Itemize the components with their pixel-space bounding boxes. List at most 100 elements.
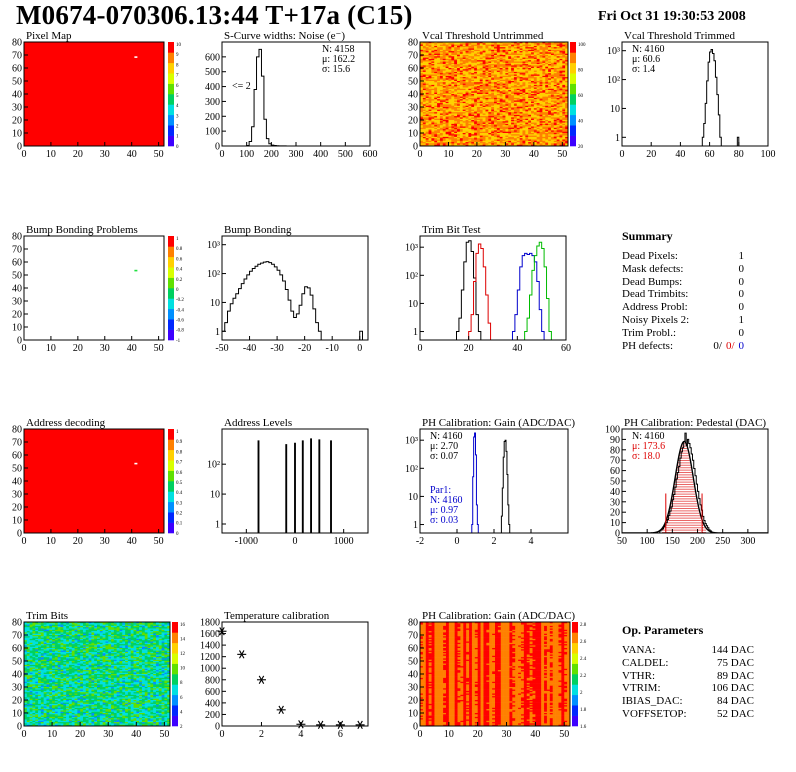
heatmap-cell bbox=[562, 122, 566, 125]
heatmap-cell bbox=[468, 131, 472, 134]
heatmap-cell bbox=[548, 69, 552, 71]
heatmap-cell bbox=[80, 622, 84, 624]
heatmap-cell bbox=[485, 83, 489, 86]
heatmap-cell bbox=[488, 107, 492, 109]
heatmap-cell bbox=[502, 136, 506, 139]
heatmap-cell bbox=[105, 624, 109, 627]
heatmap-cell bbox=[528, 77, 532, 79]
x-tick-label: 150 bbox=[665, 536, 680, 547]
heatmap-cell bbox=[548, 138, 552, 140]
heatmap-cell bbox=[454, 87, 458, 90]
heatmap-cell bbox=[445, 99, 449, 101]
heatmap-cell bbox=[465, 55, 469, 57]
heatmap-cell bbox=[479, 55, 483, 57]
heatmap-cell bbox=[437, 125, 441, 127]
heatmap-cell bbox=[422, 71, 426, 74]
heatmap-cell bbox=[556, 123, 560, 126]
heatmap-cell bbox=[476, 107, 481, 109]
heatmap-cell bbox=[516, 117, 520, 119]
heatmap-cell bbox=[545, 123, 549, 126]
heatmap-cell bbox=[496, 81, 500, 83]
heatmap-cell bbox=[485, 136, 489, 139]
heatmap-cell bbox=[533, 79, 537, 82]
heatmap-cell bbox=[420, 107, 424, 109]
heatmap-cell bbox=[422, 49, 426, 52]
heatmap-cell bbox=[550, 113, 555, 116]
heatmap-cell bbox=[559, 108, 563, 110]
heatmap-cell bbox=[505, 58, 509, 61]
heatmap-cell bbox=[445, 114, 449, 117]
heatmap-cell bbox=[439, 107, 444, 109]
heatmap-cell bbox=[462, 97, 466, 100]
heatmap-cell bbox=[425, 42, 429, 44]
heatmap-cell bbox=[505, 136, 509, 139]
colorbar-segment bbox=[168, 73, 174, 84]
heatmap-cell bbox=[465, 74, 469, 77]
heatmap-cell bbox=[454, 134, 458, 136]
heatmap-cell bbox=[422, 65, 426, 67]
heatmap-cell bbox=[513, 90, 518, 92]
heatmap-cell bbox=[46, 622, 50, 624]
heatmap-cell bbox=[559, 114, 563, 117]
heatmap-cell bbox=[485, 81, 489, 83]
heatmap-cell bbox=[531, 131, 535, 134]
heatmap-cell bbox=[420, 87, 424, 90]
heatmap-cell bbox=[511, 96, 515, 99]
heatmap-cell bbox=[454, 143, 458, 145]
heatmap-cell bbox=[476, 84, 481, 87]
heatmap-cell bbox=[147, 624, 151, 627]
heatmap-cell bbox=[496, 125, 500, 127]
heatmap-cell bbox=[482, 83, 486, 86]
heatmap-cell bbox=[508, 78, 512, 80]
heatmap-cell bbox=[519, 60, 523, 62]
heatmap-cell bbox=[139, 624, 143, 627]
colorbar-tick-label: 0.8 bbox=[176, 247, 183, 252]
heatmap-cell bbox=[562, 56, 566, 58]
x-tick-label: 0 bbox=[220, 149, 225, 160]
heatmap-cell bbox=[502, 108, 506, 110]
heatmap-cell bbox=[457, 73, 461, 75]
heatmap-cell bbox=[462, 79, 466, 82]
heatmap-cell bbox=[519, 112, 523, 114]
heatmap-cell bbox=[565, 47, 569, 49]
heatmap-cell bbox=[437, 78, 441, 80]
heatmap-cell bbox=[565, 73, 569, 75]
heatmap-cell bbox=[437, 101, 441, 104]
heatmap-cell bbox=[505, 104, 509, 106]
heatmap-cell bbox=[550, 99, 555, 101]
heatmap-cell bbox=[528, 62, 532, 65]
panel-title: Bump Bonding bbox=[224, 224, 292, 236]
heatmap-cell bbox=[442, 49, 446, 52]
heatmap-cell bbox=[422, 101, 426, 104]
heatmap-cell bbox=[127, 624, 131, 627]
heatmap-cell bbox=[468, 91, 472, 93]
heatmap-cell bbox=[468, 43, 472, 45]
heatmap-cell bbox=[542, 73, 546, 75]
heatmap-cell bbox=[476, 135, 481, 138]
heatmap-cell bbox=[431, 77, 435, 79]
heatmap-cell bbox=[425, 88, 429, 91]
heatmap-cell bbox=[516, 99, 520, 101]
heatmap-cell bbox=[82, 624, 87, 627]
heatmap-cell bbox=[437, 121, 441, 123]
heatmap-cell bbox=[445, 112, 449, 114]
heatmap-cell bbox=[448, 88, 452, 91]
heatmap-cell bbox=[442, 122, 446, 125]
heatmap-cell bbox=[434, 120, 438, 122]
heatmap-cell bbox=[525, 78, 529, 80]
heatmap-cell bbox=[457, 140, 461, 143]
heatmap-cell bbox=[565, 95, 569, 97]
heatmap-cell bbox=[513, 47, 518, 49]
heatmap-cell bbox=[548, 94, 552, 96]
heatmap-cell bbox=[539, 112, 543, 114]
heatmap-cell bbox=[536, 84, 540, 87]
heatmap-cell bbox=[439, 48, 444, 51]
heatmap-cell bbox=[499, 70, 503, 73]
heatmap-cell bbox=[548, 91, 552, 93]
stat-line: σ: 1.4 bbox=[632, 64, 655, 75]
heatmap-cell bbox=[451, 44, 455, 47]
heatmap-cell bbox=[457, 138, 461, 140]
heatmap-cell bbox=[428, 64, 432, 66]
heatmap-cell bbox=[545, 66, 549, 69]
heatmap-cell bbox=[513, 131, 518, 134]
